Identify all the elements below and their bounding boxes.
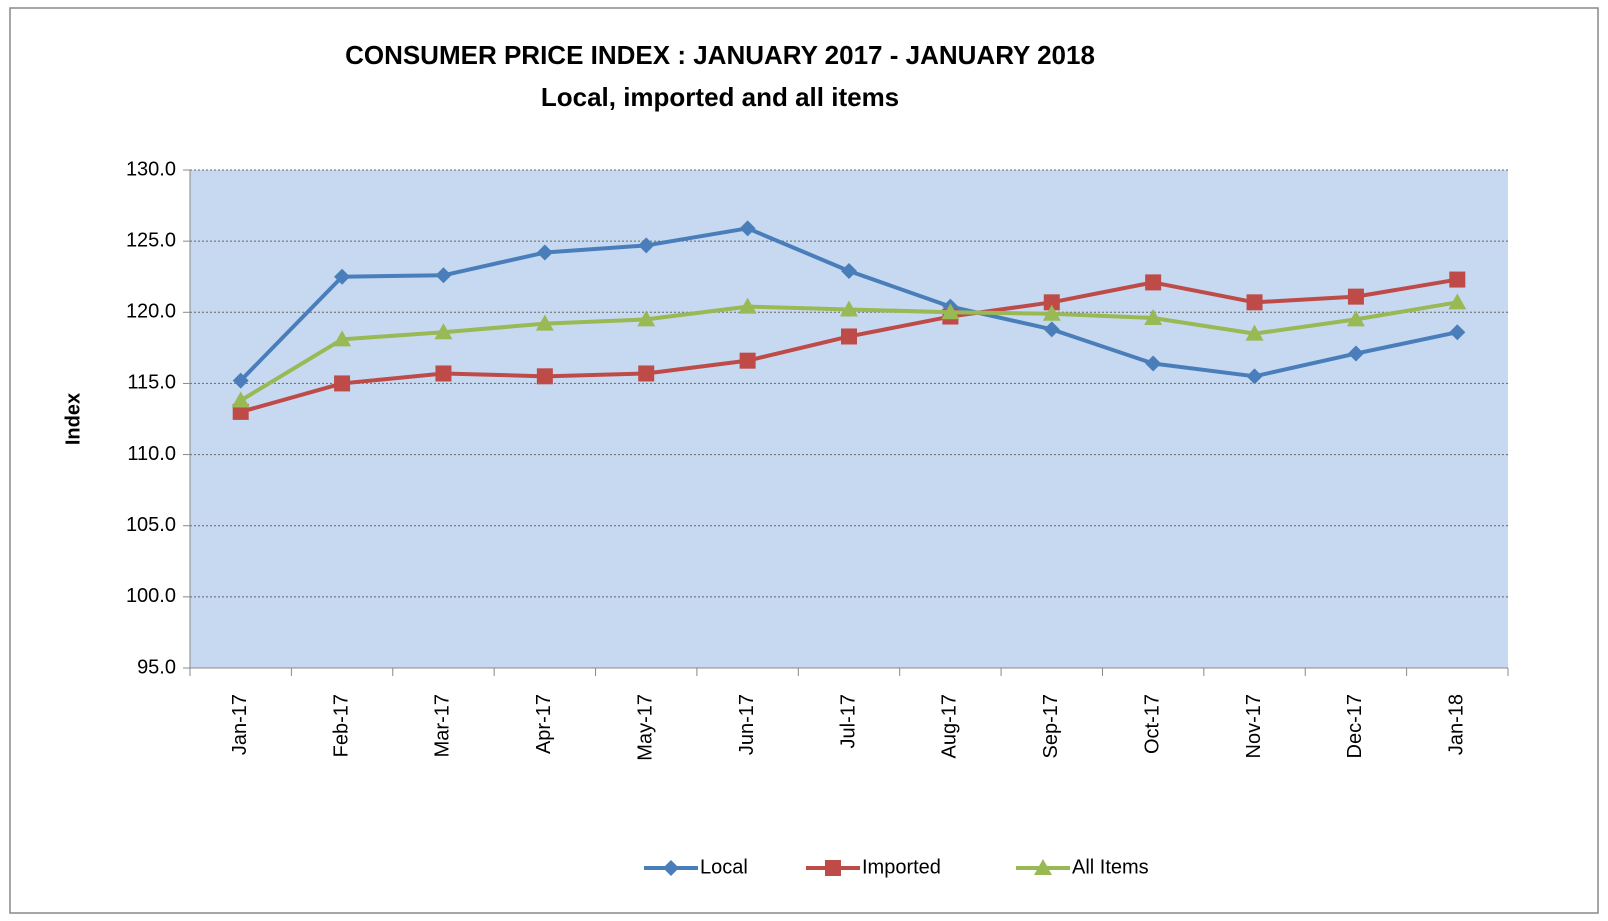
data-point: [638, 237, 655, 254]
y-tick-label: 125.0: [126, 229, 176, 251]
data-point: [638, 365, 655, 382]
y-tick-label: 120.0: [126, 301, 176, 323]
y-tick-label: 100.0: [126, 585, 176, 607]
data-point: [435, 267, 452, 284]
data-point: [941, 303, 960, 320]
chart-subtitle: Local, imported and all items: [541, 82, 899, 112]
data-point: [1145, 274, 1162, 291]
y-axis-label: Index: [62, 393, 84, 445]
data-point: [1043, 321, 1060, 338]
data-point: [334, 268, 351, 285]
data-point: [1144, 308, 1163, 325]
data-point: [232, 372, 249, 389]
x-tick-label: May-17: [635, 694, 657, 761]
chart-title: CONSUMER PRICE INDEX : JANUARY 2017 - JA…: [345, 40, 1095, 70]
data-point: [841, 263, 857, 280]
data-point: [536, 368, 553, 385]
data-point: [1245, 324, 1264, 341]
legend-marker: [1034, 859, 1052, 875]
data-point: [1145, 355, 1162, 372]
x-tick-label: Jan-17: [229, 694, 251, 755]
x-tick-label: Feb-17: [330, 694, 352, 757]
y-tick-label: 130.0: [126, 158, 176, 180]
x-tick-label: Apr-17: [533, 694, 555, 754]
x-tick-label: Jan-18: [1446, 694, 1468, 755]
data-point: [841, 328, 857, 345]
y-tick-label: 110.0: [127, 443, 176, 465]
data-point: [232, 403, 249, 420]
data-point: [1347, 288, 1364, 305]
y-tick-label: 115.0: [127, 372, 176, 394]
data-point: [435, 365, 452, 382]
data-point: [334, 375, 351, 392]
data-point: [535, 314, 554, 331]
data-point: [1246, 294, 1263, 311]
y-tick-label: 95.0: [137, 656, 176, 678]
data-point: [1347, 345, 1364, 362]
data-point: [739, 352, 756, 369]
x-tick-label: Mar-17: [432, 694, 454, 757]
x-tick-label: Jul-17: [837, 694, 859, 748]
data-point: [738, 297, 757, 314]
legend-label: Imported: [862, 856, 941, 878]
x-tick-label: Dec-17: [1344, 694, 1366, 758]
data-point: [434, 323, 453, 340]
x-tick-label: Oct-17: [1141, 694, 1163, 754]
x-tick-label: Jun-17: [736, 694, 758, 755]
data-point: [1449, 324, 1466, 341]
data-point: [231, 391, 250, 408]
data-point: [840, 300, 858, 317]
data-point: [1346, 310, 1365, 327]
data-point: [536, 244, 553, 261]
legend-label: All Items: [1072, 856, 1149, 878]
x-tick-label: Nov-17: [1243, 694, 1265, 758]
y-tick-label: 105.0: [126, 514, 176, 536]
data-point: [1042, 304, 1061, 321]
x-tick-label: Sep-17: [1040, 694, 1062, 759]
data-point: [1246, 368, 1263, 385]
plot-area: [190, 170, 1508, 668]
data-point: [1043, 294, 1060, 311]
legend-marker: [663, 860, 679, 876]
x-tick-label: Aug-17: [939, 694, 961, 759]
data-point: [739, 220, 756, 237]
legend-label: Local: [700, 856, 748, 878]
data-point: [637, 310, 656, 327]
data-point: [1449, 271, 1466, 288]
data-point: [333, 330, 352, 347]
data-point: [1448, 293, 1467, 310]
legend-marker: [825, 860, 841, 876]
